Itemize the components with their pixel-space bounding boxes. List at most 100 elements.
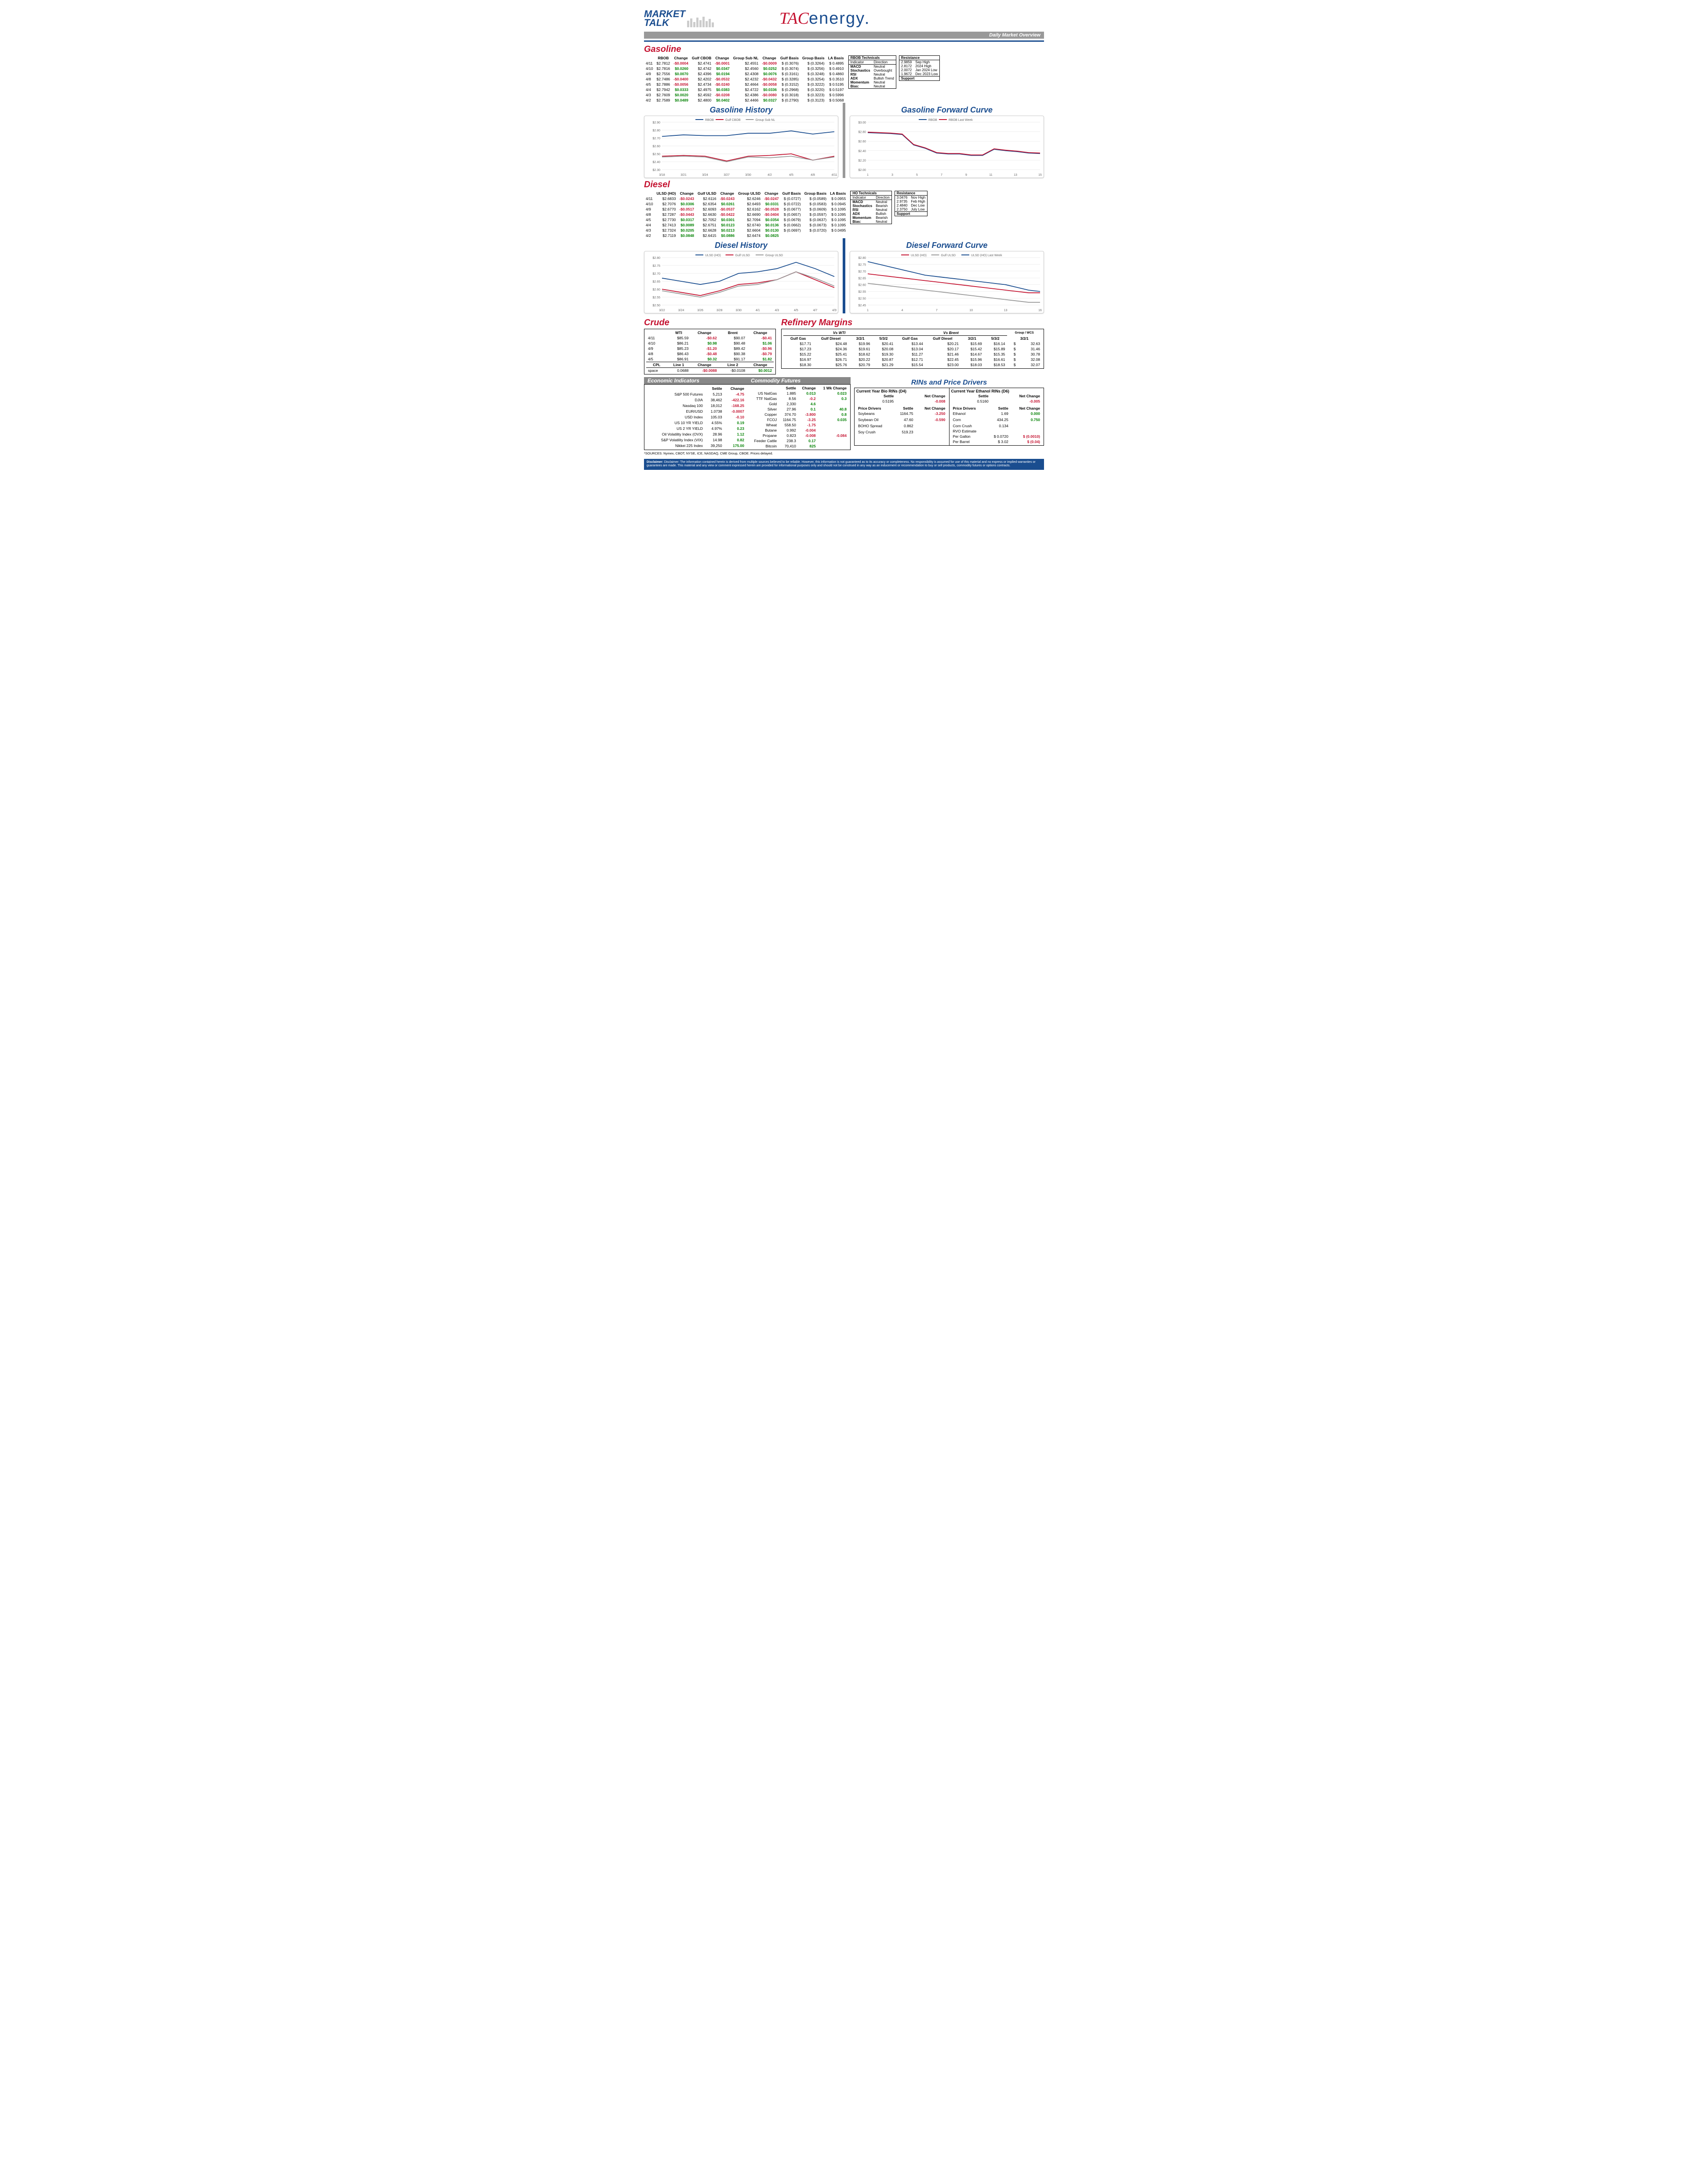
svg-text:ULSD (HO): ULSD (HO) bbox=[705, 254, 721, 257]
svg-text:13: 13 bbox=[1014, 174, 1017, 177]
svg-text:Group Sub NL: Group Sub NL bbox=[756, 119, 775, 122]
logo-energy: energy bbox=[809, 9, 865, 28]
disclaimer-text: Disclaimer: The information contained he… bbox=[647, 461, 1036, 467]
svg-text:$2.20: $2.20 bbox=[858, 159, 866, 162]
comm-header: Commodity Futures bbox=[747, 377, 851, 384]
svg-text:3/30: 3/30 bbox=[735, 309, 742, 312]
svg-text:15: 15 bbox=[1038, 174, 1042, 177]
svg-text:$2.50: $2.50 bbox=[652, 304, 660, 307]
svg-text:$2.40: $2.40 bbox=[858, 150, 866, 153]
svg-text:$2.80: $2.80 bbox=[652, 257, 660, 260]
bars-icon bbox=[687, 14, 718, 27]
tac-energy-logo: TACenergy. bbox=[779, 9, 869, 28]
blue-rule bbox=[644, 40, 1044, 42]
svg-text:3/28: 3/28 bbox=[717, 309, 723, 312]
page-header: MARKET TALK TACenergy. bbox=[644, 9, 1044, 28]
ho-technicals-box: HO TechnicalsIndicatorDirectionMACDNeutr… bbox=[850, 191, 891, 224]
svg-text:3/22: 3/22 bbox=[659, 309, 665, 312]
svg-text:4/8: 4/8 bbox=[811, 174, 815, 177]
banner-bar: Daily Market Overview bbox=[644, 32, 1044, 39]
svg-text:4/1: 4/1 bbox=[756, 309, 760, 312]
diesel-row: ULSD (HO)ChangeGulf ULSDChangeGroup ULSD… bbox=[644, 191, 1044, 238]
gasoline-history-chart: $2.30$2.40$2.50$2.60$2.70$2.80$2.903/183… bbox=[644, 116, 838, 178]
diesel-title: Diesel bbox=[644, 180, 1044, 190]
banner-label: Daily Market Overview bbox=[989, 32, 1040, 39]
svg-text:$2.80: $2.80 bbox=[652, 129, 660, 132]
crude-title: Crude bbox=[644, 318, 776, 328]
svg-text:1: 1 bbox=[867, 174, 869, 177]
rins-d4-title: Current Year Bio RINs (D4) bbox=[856, 389, 947, 393]
svg-text:3/24: 3/24 bbox=[702, 174, 708, 177]
svg-text:4/2: 4/2 bbox=[768, 174, 772, 177]
svg-text:4/7: 4/7 bbox=[813, 309, 818, 312]
gasoline-history-title: Gasoline History bbox=[644, 105, 838, 115]
svg-text:Gulf ULSD: Gulf ULSD bbox=[941, 254, 956, 257]
svg-text:4/9: 4/9 bbox=[832, 309, 837, 312]
rins-d6-table: SettleNet Change0.5160-0.005 bbox=[951, 393, 1042, 404]
rbob-resistance-box: Resistance2.9859Sep High2.81722024 High2… bbox=[899, 55, 940, 81]
gasoline-title: Gasoline bbox=[644, 44, 1044, 55]
refinery-title: Refinery Margins bbox=[781, 318, 1044, 328]
svg-text:13: 13 bbox=[1004, 309, 1008, 312]
svg-text:$2.75: $2.75 bbox=[652, 265, 660, 268]
divider-blue bbox=[843, 238, 845, 313]
svg-text:$2.00: $2.00 bbox=[858, 169, 866, 172]
gasoline-forward-chart: $2.00$2.20$2.40$2.60$2.80$3.001357911131… bbox=[850, 116, 1044, 178]
svg-text:3/21: 3/21 bbox=[680, 174, 687, 177]
svg-text:Group ULSD: Group ULSD bbox=[765, 254, 783, 257]
svg-text:5: 5 bbox=[916, 174, 918, 177]
diesel-history-title: Diesel History bbox=[644, 241, 838, 250]
bottom-panels-row: Economic Indicators Commodity Futures Se… bbox=[644, 377, 1044, 450]
svg-text:4/5: 4/5 bbox=[789, 174, 793, 177]
rins-d6-title: Current Year Ethanol RINs (D6) bbox=[951, 389, 1042, 393]
svg-text:7: 7 bbox=[941, 174, 942, 177]
refinery-table: Vs WTIVs BrentGroup / WCSGulf GasGulf Di… bbox=[783, 330, 1042, 367]
gasoline-charts-row: Gasoline History $2.30$2.40$2.50$2.60$2.… bbox=[644, 103, 1044, 178]
rins-title: RINs and Price Drivers bbox=[854, 379, 1044, 387]
svg-text:$2.90: $2.90 bbox=[652, 121, 660, 124]
svg-text:4/11: 4/11 bbox=[831, 174, 837, 177]
diesel-forward-title: Diesel Forward Curve bbox=[850, 241, 1044, 250]
svg-text:$2.60: $2.60 bbox=[652, 145, 660, 148]
diesel-table: ULSD (HO)ChangeGulf ULSDChangeGroup ULSD… bbox=[644, 191, 848, 238]
svg-text:16: 16 bbox=[1038, 309, 1042, 312]
svg-text:4/5: 4/5 bbox=[794, 309, 798, 312]
rins-d4-table: SettleNet Change0.5195-0.008 bbox=[856, 393, 947, 404]
svg-text:9: 9 bbox=[965, 174, 967, 177]
svg-text:$2.45: $2.45 bbox=[858, 304, 866, 307]
svg-text:RBOB Last Week: RBOB Last Week bbox=[949, 119, 973, 122]
comm-table: SettleChange1 Wk ChangeUS NatGas1.8850.0… bbox=[749, 385, 848, 449]
market-talk-logo: MARKET TALK bbox=[644, 10, 718, 27]
svg-text:3/18: 3/18 bbox=[659, 174, 665, 177]
svg-text:3/30: 3/30 bbox=[745, 174, 751, 177]
svg-text:$2.60: $2.60 bbox=[652, 288, 660, 291]
svg-text:3/27: 3/27 bbox=[724, 174, 730, 177]
svg-text:$2.70: $2.70 bbox=[858, 270, 866, 273]
svg-text:1: 1 bbox=[867, 309, 869, 312]
svg-text:$2.80: $2.80 bbox=[858, 131, 866, 134]
econ-table: SettleChangeS&P 500 Futures5,213-4.75DJI… bbox=[646, 385, 746, 449]
svg-text:$2.40: $2.40 bbox=[652, 161, 660, 164]
svg-text:Gulf CBOB: Gulf CBOB bbox=[725, 119, 741, 122]
svg-text:RBOB: RBOB bbox=[705, 119, 714, 122]
svg-text:$2.65: $2.65 bbox=[858, 277, 866, 280]
svg-text:4: 4 bbox=[901, 309, 903, 312]
svg-text:$2.70: $2.70 bbox=[652, 273, 660, 276]
gasoline-forward-title: Gasoline Forward Curve bbox=[850, 105, 1044, 115]
drivers-left-table: Price DriversSettleNet ChangeSoybeans116… bbox=[856, 406, 947, 435]
svg-text:$2.50: $2.50 bbox=[652, 153, 660, 156]
divider-gray bbox=[843, 103, 845, 178]
diesel-forward-chart: $2.45$2.50$2.55$2.60$2.65$2.70$2.75$2.80… bbox=[850, 251, 1044, 313]
sources-note: *SOURCES: Nymex, CBOT, NYSE, ICE, NASDAQ… bbox=[644, 451, 1044, 455]
svg-text:ULSD (HO) Last Week: ULSD (HO) Last Week bbox=[971, 254, 1002, 257]
svg-text:3: 3 bbox=[891, 174, 893, 177]
svg-text:$2.55: $2.55 bbox=[652, 296, 660, 299]
econ-header: Economic Indicators bbox=[644, 377, 747, 384]
svg-text:4/3: 4/3 bbox=[775, 309, 779, 312]
svg-text:$2.50: $2.50 bbox=[858, 298, 866, 301]
svg-text:7: 7 bbox=[936, 309, 938, 312]
crude-table: WTIChangeBrentChange4/11$85.59-$0.62$90.… bbox=[646, 330, 774, 373]
diesel-charts-row: Diesel History $2.50 $2.55 $2.60 $2.65 $2.70… bbox=[644, 238, 1044, 313]
svg-text:3/24: 3/24 bbox=[678, 309, 684, 312]
svg-text:3/26: 3/26 bbox=[697, 309, 703, 312]
